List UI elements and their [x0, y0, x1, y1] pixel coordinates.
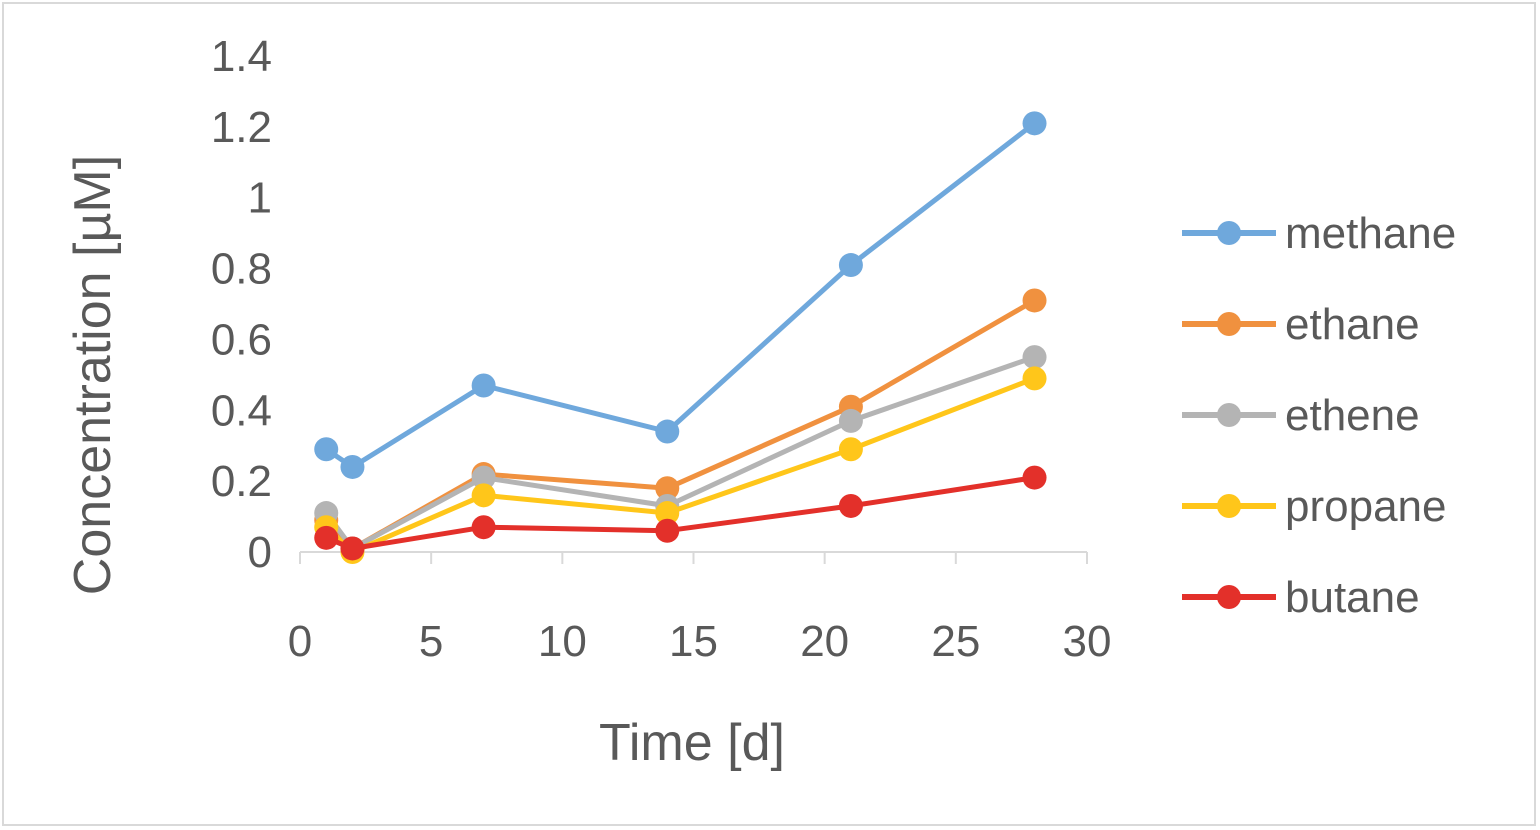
data-point-ethane [1022, 288, 1047, 313]
y-tick-label: 0 [248, 528, 272, 577]
data-point-propane [838, 437, 863, 462]
data-point-propane [655, 501, 680, 526]
data-point-methane [655, 419, 680, 444]
y-tick-label: 1.2 [211, 103, 272, 152]
series-methane [314, 111, 1047, 479]
legend-item-propane: propane [1182, 482, 1446, 531]
legend-marker [1217, 312, 1241, 336]
series-butane [314, 465, 1047, 561]
x-tick-labels: 0 5 10 15 20 25 30 [288, 617, 1112, 666]
data-point-ethene [1022, 345, 1047, 370]
data-point-ethene [471, 465, 496, 490]
y-tick-label: 1.4 [211, 32, 272, 81]
series-line-methane [324, 121, 1037, 470]
data-point-ethane [655, 476, 680, 501]
legend-label: ethane [1285, 300, 1420, 349]
data-point-butane [1022, 465, 1047, 490]
legend-item-ethene: ethene [1182, 391, 1420, 440]
y-tick-label: 0.4 [211, 386, 272, 435]
data-point-propane [1022, 366, 1047, 391]
x-tick-label: 20 [800, 617, 849, 666]
legend-marker [1217, 403, 1241, 427]
y-tick-label: 1 [248, 174, 272, 223]
data-point-butane [838, 493, 863, 518]
axes [299, 551, 1088, 564]
x-tick-label: 0 [288, 617, 312, 666]
x-tick-label: 5 [419, 617, 443, 666]
x-tick-label: 25 [931, 617, 980, 666]
data-point-methane [471, 373, 496, 398]
data-point-butane [340, 536, 365, 561]
series-line-butane [325, 475, 1035, 551]
legend-marker [1217, 585, 1241, 609]
legend-item-butane: butane [1182, 573, 1420, 622]
x-axis-title: Time [d] [599, 714, 785, 772]
x-tick-label: 15 [669, 617, 718, 666]
data-point-propane [471, 483, 496, 508]
data-point-methane [314, 437, 339, 462]
data-point-butane [314, 525, 339, 550]
data-point-methane [1022, 111, 1047, 136]
data-point-methane [838, 253, 863, 278]
series-group [314, 111, 1047, 564]
y-tick-label: 0.2 [211, 457, 272, 506]
y-tick-labels: 0 0.2 0.4 0.6 0.8 1 1.2 1.4 [211, 32, 272, 577]
x-tick-label: 10 [538, 617, 587, 666]
data-point-ethene [838, 408, 863, 433]
x-tick-label: 30 [1063, 617, 1112, 666]
y-tick-label: 0.8 [211, 245, 272, 294]
legend-label: ethene [1285, 391, 1420, 440]
y-tick-label: 0.6 [211, 315, 272, 364]
series-line-ethane [324, 298, 1036, 551]
legend-label: methane [1285, 209, 1456, 258]
legend-item-ethane: ethane [1182, 300, 1420, 349]
legend: methane ethane ethene propane butane [1182, 209, 1456, 622]
data-point-butane [655, 518, 680, 543]
y-axis-title: Concentration [µM] [64, 155, 122, 595]
legend-marker [1217, 221, 1241, 245]
legend-label: butane [1285, 573, 1420, 622]
legend-label: propane [1285, 482, 1446, 531]
legend-item-methane: methane [1182, 209, 1456, 258]
legend-marker [1217, 494, 1241, 518]
data-point-methane [340, 454, 365, 479]
series-line-propane [324, 376, 1036, 555]
data-point-butane [471, 515, 496, 540]
